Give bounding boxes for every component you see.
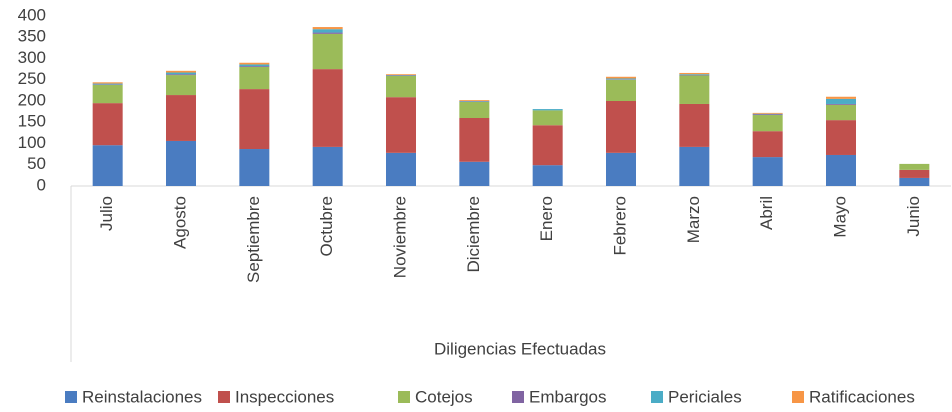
bar-segment <box>752 131 783 158</box>
bar-segment <box>826 104 856 121</box>
bar-segment <box>459 100 490 101</box>
bar-segment <box>606 101 636 153</box>
y-tick-label: 350 <box>18 27 46 46</box>
bar-segment <box>92 83 123 85</box>
bar-segment <box>92 84 123 104</box>
bar-segment <box>239 89 270 150</box>
bar-segment <box>239 149 270 186</box>
bar-segment <box>92 145 123 186</box>
legend-swatch <box>398 391 410 403</box>
bar-segment <box>899 169 930 178</box>
bar-segment <box>312 29 343 33</box>
x-tick-label: Noviembre <box>390 196 409 278</box>
bar-segment <box>679 75 710 104</box>
bar-segment <box>752 115 783 132</box>
bar-segment <box>532 109 563 111</box>
bar-segment <box>606 76 636 79</box>
legend-label: Cotejos <box>415 387 473 406</box>
bar-segment <box>166 95 196 141</box>
x-tick-label: Febrero <box>610 196 629 256</box>
bar-segment <box>459 101 490 118</box>
bar-segment <box>752 157 783 186</box>
bar-segment <box>752 114 783 116</box>
legend-label: Periciales <box>668 387 742 406</box>
bar-segment <box>239 67 270 90</box>
bar-segment <box>239 62 270 65</box>
legend-label: Ratificaciones <box>809 387 915 406</box>
bar-segment <box>166 140 196 186</box>
bar-segment <box>386 74 416 76</box>
bar-segment <box>312 27 343 30</box>
bar-segment <box>752 112 783 114</box>
bar-segment <box>312 146 343 186</box>
bar-segment <box>899 177 930 186</box>
x-tick-label: Mayo <box>830 196 849 238</box>
bar-segment <box>386 97 416 153</box>
y-tick-label: 0 <box>37 175 46 194</box>
y-tick-label: 400 <box>18 5 46 24</box>
legend-label: Embargos <box>529 387 606 406</box>
bar-segment <box>679 72 710 75</box>
bar-segment <box>166 74 196 76</box>
legend-label: Inspecciones <box>235 387 334 406</box>
bar-segment <box>459 118 490 162</box>
y-tick-label: 50 <box>27 154 46 173</box>
x-tick-label: Abril <box>757 196 776 230</box>
y-tick-label: 250 <box>18 69 46 88</box>
bar-segment <box>532 165 563 186</box>
bar-segment <box>166 75 196 96</box>
bar-segment <box>826 96 856 99</box>
bar-segment <box>312 33 343 70</box>
bar-segment <box>92 103 123 146</box>
legend-swatch <box>218 391 230 403</box>
x-tick-label: Enero <box>537 196 556 241</box>
bar-segment <box>166 70 196 73</box>
legend-swatch <box>512 391 524 403</box>
y-tick-label: 200 <box>18 90 46 109</box>
legend-swatch <box>792 391 804 403</box>
x-tick-label: Octubre <box>317 196 336 256</box>
bar-segment <box>312 69 343 147</box>
bar-segment <box>239 64 270 67</box>
y-tick-label: 300 <box>18 48 46 67</box>
bar-segment <box>92 82 123 84</box>
bar-segment <box>239 66 270 67</box>
x-tick-label: Julio <box>97 196 116 231</box>
bar-segment <box>606 79 636 101</box>
bar-segment <box>826 120 856 155</box>
bar-segment <box>679 74 710 76</box>
bar-segment <box>459 161 490 186</box>
bar-segment <box>826 154 856 186</box>
bar-segment <box>606 78 636 80</box>
bar-segment <box>826 98 856 104</box>
x-tick-label: Junio <box>904 196 923 237</box>
y-tick-label: 100 <box>18 133 46 152</box>
x-tick-label: Agosto <box>170 196 189 249</box>
bar-segment <box>826 103 856 105</box>
bar-segment <box>532 110 563 126</box>
bar-segment <box>899 163 930 170</box>
bar-segment <box>532 125 563 166</box>
y-tick-label: 150 <box>18 112 46 131</box>
bar-segment <box>312 32 343 34</box>
legend-swatch <box>651 391 663 403</box>
legend-swatch <box>65 391 77 403</box>
legend-label: Reinstalaciones <box>82 387 202 406</box>
bar-segment <box>679 146 710 186</box>
bar-segment <box>679 103 710 147</box>
bar-segment <box>606 152 636 186</box>
bar-segment <box>166 72 196 75</box>
bar-segment <box>386 152 416 186</box>
bar-segment <box>386 75 416 98</box>
x-tick-label: Diciembre <box>464 196 483 273</box>
x-axis-title: Diligencias Efectuadas <box>434 339 606 358</box>
x-tick-label: Marzo <box>684 196 703 243</box>
x-tick-label: Septiembre <box>244 196 263 283</box>
